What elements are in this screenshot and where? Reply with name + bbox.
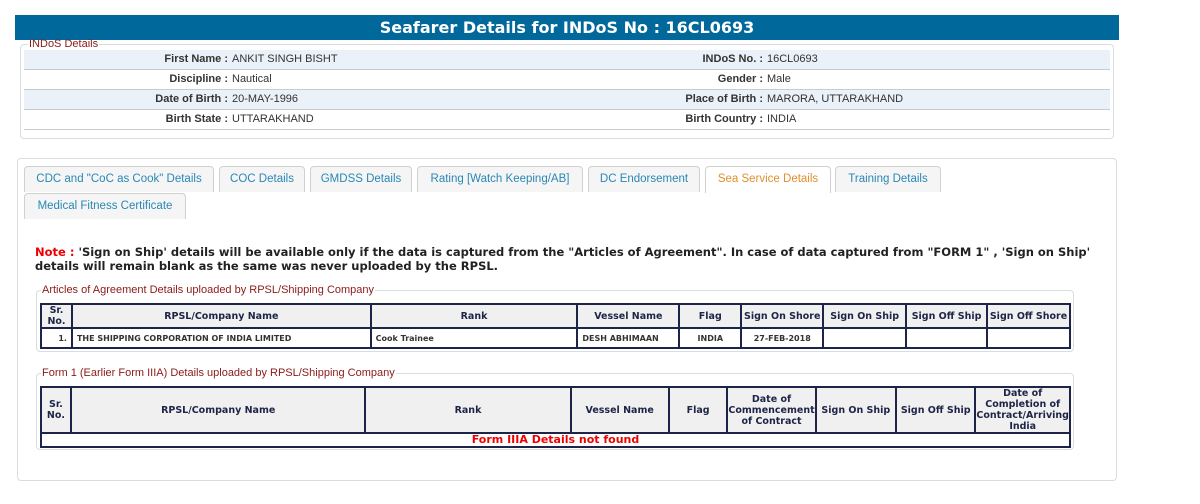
- column-header: Date of Commencement of Contract: [726, 386, 817, 434]
- note-text: 'Sign on Ship' details will be available…: [35, 245, 1091, 273]
- table-cell: THE SHIPPING CORPORATION OF INDIA LIMITE…: [70, 327, 372, 349]
- articles-section: Articles of Agreement Details uploaded b…: [36, 284, 1074, 352]
- tab-coc-details[interactable]: COC Details: [219, 166, 305, 192]
- header-row: Sr. No. RPSL/Company Name Rank Vessel Name F…: [40, 386, 1071, 434]
- tab-panel: [17, 158, 1117, 481]
- column-header: Rank: [364, 386, 572, 434]
- field-value: Nautical: [232, 73, 272, 85]
- form1-section: Form 1 (Earlier Form IIIA) Details uploa…: [36, 367, 1074, 450]
- column-header: Sr. No.: [40, 386, 72, 434]
- indos-row: Birth State : UTTARAKHAND Birth Country : I…: [24, 110, 1110, 130]
- tab-dc-endorsement[interactable]: DC Endorsement: [588, 166, 700, 192]
- indos-legend: INDoS Details: [29, 38, 99, 50]
- column-header: Sign Off Ship: [894, 386, 977, 434]
- articles-legend: Articles of Agreement Details uploaded b…: [42, 284, 375, 296]
- table-cell: [822, 327, 908, 349]
- tab-medical-fitness-certificate[interactable]: Medical Fitness Certificate: [24, 193, 186, 219]
- indos-row: First Name : ANKIT SINGH BISHT INDoS No. :…: [24, 50, 1110, 70]
- field-label: Birth Country :: [685, 113, 763, 125]
- column-header: RPSL/Company Name: [70, 303, 372, 329]
- field-label: INDoS No. :: [702, 53, 764, 65]
- indos-details: INDoS Details First Name : ANKIT SINGH BI…: [20, 38, 1114, 139]
- table-cell: INDIA: [678, 327, 743, 349]
- column-header: RPSL/Company Name: [69, 386, 367, 434]
- tab-cdc-and-coc-as-cook-details[interactable]: CDC and "CoC as Cook" Details: [24, 166, 214, 192]
- field-label: Discipline :: [169, 73, 228, 85]
- table-cell: [905, 327, 988, 349]
- header-row: Sr. No. RPSL/Company Name Rank Vessel Name F…: [40, 303, 1071, 329]
- articles-table: Sr. No. RPSL/Company Name Rank Vessel Name F…: [40, 303, 1071, 349]
- table-row: 1. THE SHIPPING CORPORATION OF INDIA LIMI…: [40, 327, 1071, 349]
- field-label: Birth State :: [165, 113, 228, 125]
- tab-rating-watch-keeping-ab[interactable]: Rating [Watch Keeping/AB]: [417, 166, 583, 192]
- field-value: Male: [767, 73, 791, 85]
- field-value: 20-MAY-1996: [232, 93, 299, 105]
- table-cell: 1.: [40, 327, 73, 349]
- form1-table: Sr. No. RPSL/Company Name Rank Vessel Name F…: [40, 386, 1071, 448]
- field-value: 16CL0693: [767, 53, 818, 65]
- table-cell: [986, 327, 1071, 349]
- column-header: Sign Off Shore: [986, 303, 1071, 329]
- tab-sea-service-details[interactable]: Sea Service Details: [705, 166, 831, 193]
- column-header: Sign On Shore: [740, 303, 825, 329]
- field-label: Gender :: [717, 73, 763, 85]
- column-header: Date of Completion of Contract/Arriving …: [974, 386, 1071, 434]
- note-label: Note :: [35, 245, 75, 259]
- tab-training-details[interactable]: Training Details: [835, 166, 941, 192]
- column-header: Sr. No.: [40, 303, 73, 329]
- table-cell: 27-FEB-2018: [740, 327, 825, 349]
- column-header: Sign On Ship: [822, 303, 908, 329]
- tab-gmdss-details[interactable]: GMDSS Details: [310, 166, 412, 192]
- not-found-message: Form IIIA Details not found: [40, 432, 1071, 448]
- table-cell: Cook Trainee: [369, 327, 579, 349]
- column-header: Vessel Name: [576, 303, 681, 329]
- column-header: Sign Off Ship: [905, 303, 988, 329]
- column-header: Flag: [667, 386, 729, 434]
- empty-row: Form IIIA Details not found: [40, 432, 1071, 448]
- note: Note : 'Sign on Ship' details will be av…: [35, 245, 1095, 273]
- page-title: Seafarer Details for INDoS No : 16CL0693: [15, 15, 1119, 40]
- field-value: UTTARAKHAND: [232, 113, 314, 125]
- indos-row: Discipline : Nautical Gender : Male: [24, 70, 1110, 90]
- field-label: Place of Birth :: [685, 93, 763, 105]
- field-value: MARORA, UTTARAKHAND: [767, 93, 904, 105]
- column-header: Rank: [369, 303, 579, 329]
- field-value: INDIA: [767, 113, 797, 125]
- form1-legend: Form 1 (Earlier Form IIIA) Details uploa…: [42, 367, 395, 379]
- column-header: Vessel Name: [569, 386, 670, 434]
- table-cell: DESH ABHIMAAN: [576, 327, 681, 349]
- field-label: Date of Birth :: [155, 93, 228, 105]
- field-value: ANKIT SINGH BISHT: [232, 53, 338, 65]
- field-label: First Name :: [164, 53, 228, 65]
- column-header: Flag: [678, 303, 743, 329]
- indos-row: Date of Birth : 20-MAY-1996 Place of Birth…: [24, 90, 1110, 110]
- column-header: Sign On Ship: [814, 386, 898, 434]
